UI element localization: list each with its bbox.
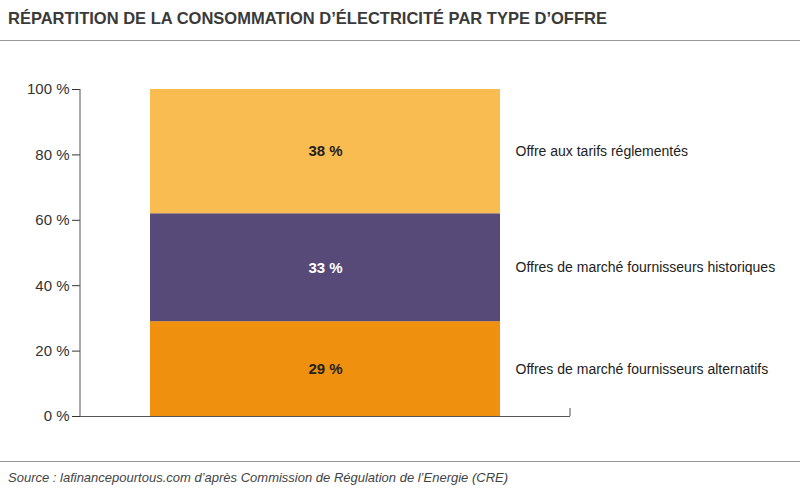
- svg-text:80 %: 80 %: [35, 146, 69, 163]
- svg-text:29 %: 29 %: [308, 360, 342, 377]
- svg-text:Offre aux tarifs réglementés: Offre aux tarifs réglementés: [516, 143, 688, 159]
- svg-text:33 %: 33 %: [308, 259, 342, 276]
- svg-text:0 %: 0 %: [44, 407, 70, 424]
- svg-text:40 %: 40 %: [35, 277, 69, 294]
- svg-text:60 %: 60 %: [35, 211, 69, 228]
- html-text:Source : lafinancepourtous.com: Source : lafinancepourtous.com d’après C…: [8, 470, 508, 485]
- svg-text:20 %: 20 %: [35, 342, 69, 359]
- svg-text:Offres de marché fournisseurs: Offres de marché fournisseurs historique…: [516, 259, 776, 275]
- svg-text:38 %: 38 %: [308, 142, 342, 159]
- html-text:RÉPARTITION DE LA CONSOMMATION: RÉPARTITION DE LA CONSOMMATION D’ÉLECTRI…: [8, 9, 607, 27]
- svg-text:100 %: 100 %: [27, 80, 70, 97]
- svg-text:Offres de marché fournisseurs: Offres de marché fournisseurs alternatif…: [516, 361, 769, 377]
